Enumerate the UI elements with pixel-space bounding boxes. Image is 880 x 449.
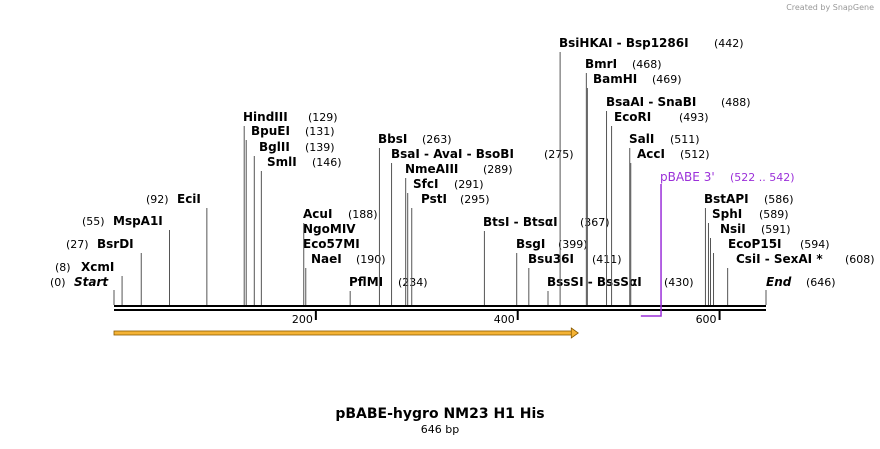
site-label: (8) (55, 261, 71, 274)
site-label: (488) (721, 96, 751, 109)
site-label: (146) (312, 156, 342, 169)
feature-range: (522 .. 542) (730, 171, 795, 184)
enzyme-name: BamHI (593, 72, 637, 86)
enzyme-name: Bsu36I (528, 252, 574, 266)
tick-label: 400 (494, 313, 515, 326)
site-label: (367) (580, 216, 610, 229)
enzyme-name: BstAPI (704, 192, 749, 206)
enzyme-name: BssSI - BssSαI (547, 275, 642, 289)
enzyme-name: AcuI (303, 207, 332, 221)
site-label: (295) (460, 193, 490, 206)
enzyme-name: BbsI (378, 132, 407, 146)
site-label: (399) (558, 238, 588, 251)
site-label: (442) (714, 37, 744, 50)
enzyme-name: EcoRI (614, 110, 651, 124)
enzyme-name: BtsI - BtsαI (483, 215, 558, 229)
enzyme-name: MspA1I (113, 214, 163, 228)
tick-label: 200 (292, 313, 313, 326)
enzyme-name: AccI (637, 147, 665, 161)
enzyme-name: BsaI - AvaI - BsoBI (391, 147, 514, 161)
brand: Created by SnapGene (786, 3, 874, 12)
site-label: (493) (679, 111, 709, 124)
enzyme-name: Start (74, 275, 109, 289)
enzyme-name: Eco57MI (303, 237, 360, 251)
site-label: (589) (759, 208, 789, 221)
enzyme-name: XcmI (81, 260, 114, 274)
site-label: (188) (348, 208, 378, 221)
enzyme-name: BmrI (585, 57, 617, 71)
enzyme-name: SalI (629, 132, 654, 146)
site-label: (234) (398, 276, 428, 289)
site-label: (275) (544, 148, 574, 161)
title: pBABE-hygro NM23 H1 His (335, 406, 544, 422)
feature-name: pBABE 3' (660, 170, 715, 184)
site-label: (430) (664, 276, 694, 289)
enzyme-name: BsiHKAI - Bsp1286I (559, 36, 689, 50)
site-label: (646) (806, 276, 836, 289)
enzyme-name: BglII (259, 140, 290, 154)
site-label: (469) (652, 73, 682, 86)
arrow-head (570, 327, 579, 339)
enzyme-name: NsiI (720, 222, 746, 236)
enzyme-name: BsrDI (97, 237, 134, 251)
tick-label: 600 (696, 313, 717, 326)
site-label: (129) (308, 111, 338, 124)
site-label: (92) (146, 193, 169, 206)
arrow-body (113, 330, 573, 336)
site-label: (289) (483, 163, 513, 176)
length: 646 bp (421, 423, 459, 436)
site-label: (291) (454, 178, 484, 191)
enzyme-name: NaeI (311, 252, 342, 266)
enzyme-name: SmlI (267, 155, 297, 169)
enzyme-name: EcoP15I (728, 237, 782, 251)
site-label: (131) (305, 125, 335, 138)
enzyme-name: EciI (177, 192, 201, 206)
site-label: (512) (680, 148, 710, 161)
site-label: (263) (422, 133, 452, 146)
site-label: (468) (632, 58, 662, 71)
site-label: (586) (764, 193, 794, 206)
enzyme-name: PflMI (349, 275, 383, 289)
site-label: (0) (50, 276, 66, 289)
site-label: (55) (82, 215, 105, 228)
site-label: (511) (670, 133, 700, 146)
enzyme-name: PstI (421, 192, 447, 206)
enzyme-name: SphI (712, 207, 742, 221)
enzyme-name: End (766, 275, 792, 289)
feature-bracket (640, 184, 662, 317)
enzyme-name: NgoMIV (303, 222, 356, 236)
site-label: (190) (356, 253, 386, 266)
enzyme-name: BsaAI - SnaBI (606, 95, 696, 109)
enzyme-name: SfcI (413, 177, 438, 191)
enzyme-name: CsiI - SexAI * (736, 252, 823, 266)
enzyme-name: BpuEI (251, 124, 290, 138)
site-label: (591) (761, 223, 791, 236)
enzyme-name: BsgI (516, 237, 545, 251)
site-label: (27) (66, 238, 89, 251)
enzyme-name: NmeAIII (405, 162, 458, 176)
enzyme-name: HindIII (243, 110, 288, 124)
site-label: (608) (845, 253, 875, 266)
site-label: (594) (800, 238, 830, 251)
site-label: (139) (305, 141, 335, 154)
